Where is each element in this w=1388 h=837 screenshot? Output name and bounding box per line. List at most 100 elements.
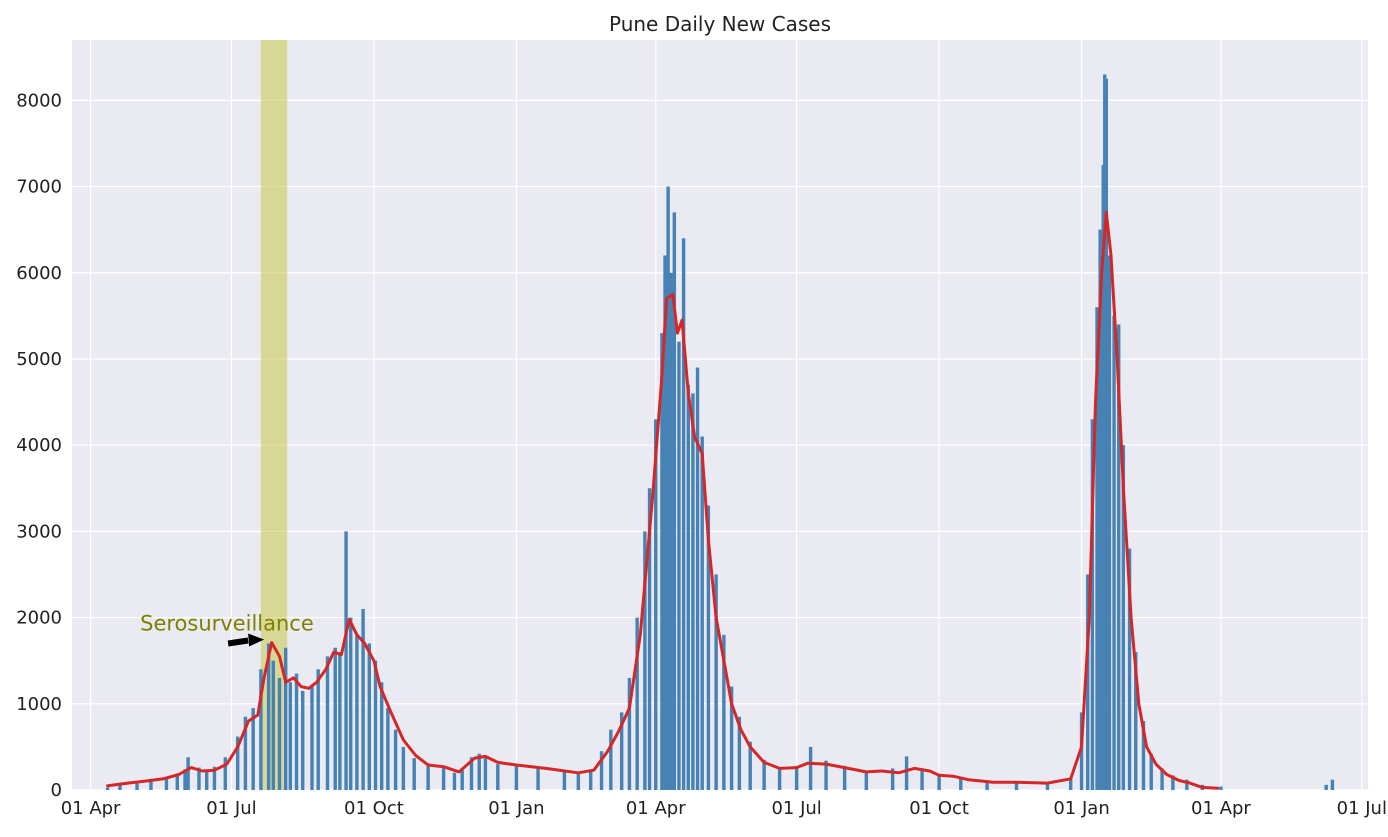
bar [1095, 307, 1099, 790]
bar [452, 772, 457, 790]
bar [794, 765, 799, 790]
bar [714, 574, 718, 790]
plot-area [72, 40, 1368, 790]
bar [349, 617, 353, 790]
x-tick-label: 01 Oct [344, 798, 404, 819]
bar [164, 777, 169, 790]
bar [1107, 255, 1112, 791]
x-tick-label: 01 Jul [1337, 798, 1387, 819]
bar [576, 773, 581, 790]
x-tick-label: 01 Apr [626, 798, 686, 819]
bar [197, 767, 201, 790]
bar [1086, 574, 1090, 790]
bar [904, 756, 909, 790]
bar [669, 272, 673, 790]
bar [277, 677, 282, 790]
y-tick-label: 8000 [16, 90, 62, 111]
bar [373, 660, 378, 790]
y-tick-label: 1000 [16, 694, 62, 715]
bar [243, 716, 248, 790]
bar [118, 784, 122, 790]
x-tick-label: 01 Apr [1191, 798, 1251, 819]
bar [460, 770, 464, 790]
y-axis-ticks: 0 1000 2000 3000 4000 5000 6000 7000 8000 [16, 90, 62, 801]
bar [259, 669, 263, 790]
bar [1219, 786, 1223, 790]
bar [1330, 779, 1335, 790]
bar-series [105, 74, 1335, 791]
bar [135, 783, 139, 790]
bar [677, 341, 681, 790]
bar [1112, 315, 1116, 790]
bar [1149, 753, 1153, 790]
bar [175, 773, 179, 790]
bar [536, 768, 540, 790]
bar [183, 769, 187, 790]
bar [514, 765, 519, 790]
bar [824, 760, 828, 790]
bar [1127, 548, 1132, 790]
x-tick-label: 01 Jan [488, 798, 544, 819]
bar [672, 212, 677, 790]
annotations: Serosurveillance [140, 612, 314, 647]
bar [186, 757, 190, 790]
bar [1045, 783, 1050, 790]
y-tick-label: 0 [51, 780, 62, 801]
x-tick-label: 01 Jan [1053, 798, 1109, 819]
bar [283, 647, 288, 790]
bar [691, 393, 695, 790]
bar [251, 708, 255, 790]
bar [1134, 652, 1138, 790]
bar [361, 608, 365, 790]
bar [842, 765, 847, 790]
bar [1160, 768, 1164, 790]
bar [496, 764, 500, 790]
x-axis-ticks: 01 Apr 01 Jul 01 Oct 01 Jan 01 Apr 01 Jul 01 O… [61, 798, 1387, 819]
bar [1121, 445, 1126, 790]
bar [722, 634, 726, 790]
bar [1141, 721, 1146, 790]
bar [695, 367, 700, 790]
bar [301, 690, 305, 790]
bar [635, 617, 639, 790]
x-tick-label: 01 Oct [909, 798, 969, 819]
bar [864, 771, 869, 790]
bar [469, 757, 474, 790]
bar [325, 656, 330, 790]
y-tick-label: 7000 [16, 177, 62, 198]
bar [890, 768, 895, 790]
chart-title-group: Pune Daily New Cases [609, 12, 831, 36]
bar [762, 759, 766, 790]
bar [271, 660, 275, 790]
bar [294, 673, 299, 790]
bar [149, 780, 153, 790]
chart-title: Pune Daily New Cases [609, 12, 831, 36]
bar [266, 643, 271, 790]
line-series [106, 210, 1220, 790]
bar [985, 782, 989, 790]
bar [1090, 419, 1095, 790]
bar [599, 751, 604, 790]
bar [706, 505, 711, 790]
bar [441, 766, 446, 790]
bar [643, 531, 647, 790]
bar [686, 384, 690, 790]
bar [426, 765, 430, 790]
bar [1117, 324, 1121, 790]
bar [379, 682, 384, 790]
annotation-text: Serosurveillance [140, 612, 314, 636]
y-tick-label: 4000 [16, 435, 62, 456]
bar [1185, 779, 1189, 790]
y-tick-label: 2000 [16, 608, 62, 629]
bar [367, 643, 371, 790]
y-tick-label: 5000 [16, 349, 62, 370]
smoothed-line [106, 210, 1220, 790]
bar [1014, 782, 1019, 790]
bar [338, 652, 342, 790]
bar [316, 669, 320, 790]
bar [310, 686, 314, 790]
y-tick-label: 6000 [16, 263, 62, 284]
bar [1324, 784, 1328, 790]
